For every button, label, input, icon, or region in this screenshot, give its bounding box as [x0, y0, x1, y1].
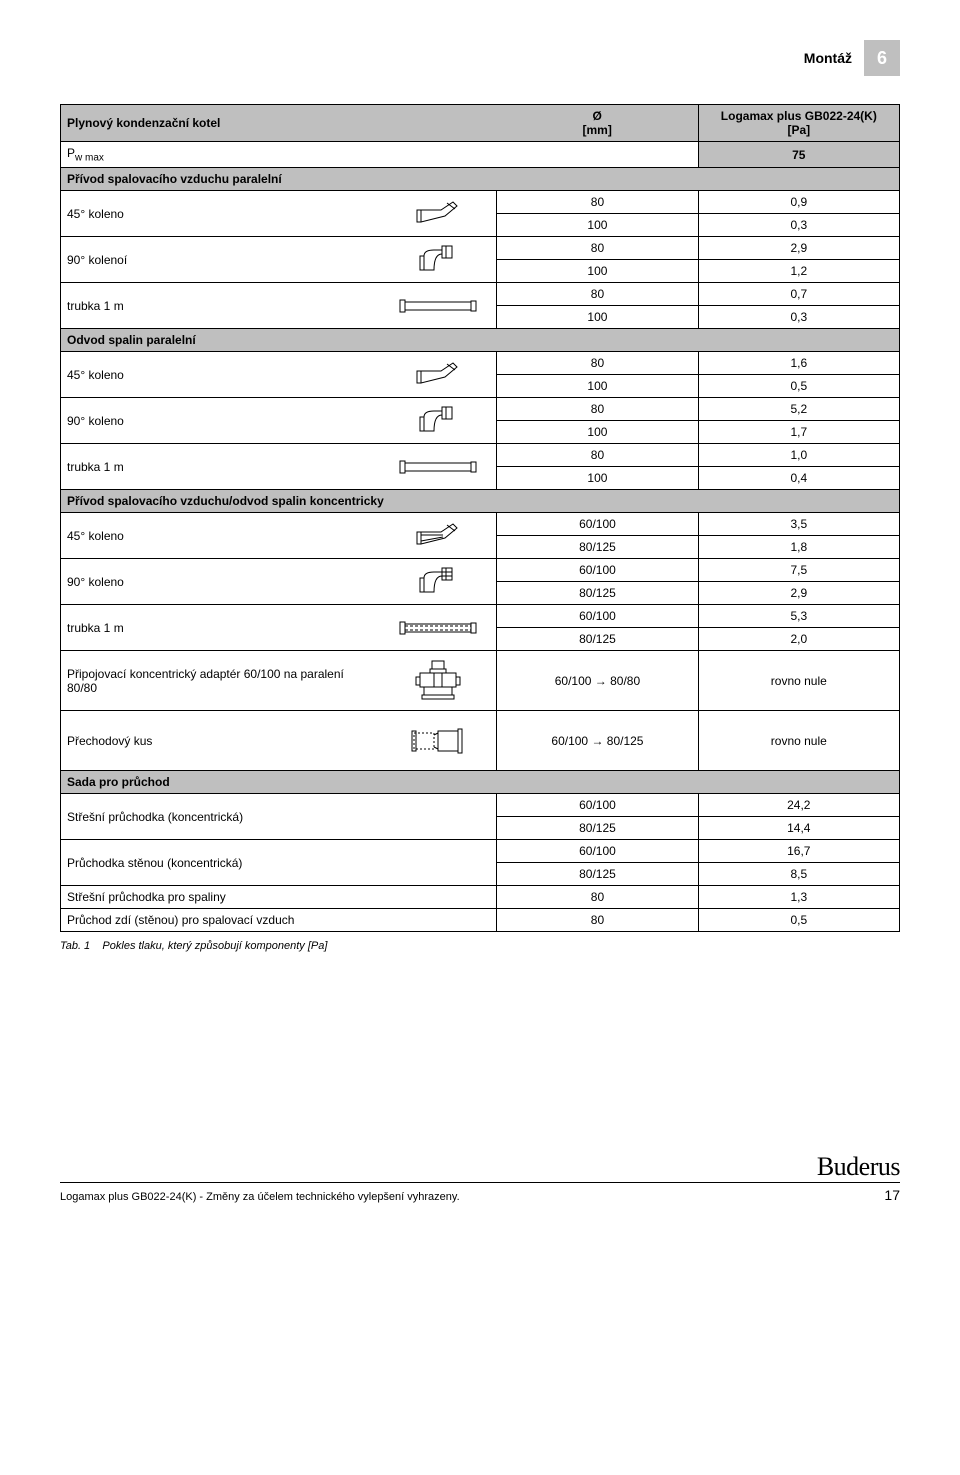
section-number: 6	[864, 40, 900, 76]
row-diameter: 80	[497, 398, 698, 421]
row-icon	[379, 191, 496, 237]
row-diameter: 60/100	[497, 513, 698, 536]
row-icon	[379, 559, 496, 605]
row-value: 14,4	[698, 817, 899, 840]
row-value: 1,3	[698, 886, 899, 909]
transition-icon	[379, 711, 496, 771]
row-value: 7,5	[698, 559, 899, 582]
row-diameter: 60/100	[497, 605, 698, 628]
adapter-label: Připojovací koncentrický adaptér 60/100 …	[61, 651, 380, 711]
row-diameter: 80	[497, 191, 698, 214]
section-title: Montáž	[804, 50, 864, 66]
row-diameter: 100	[497, 421, 698, 444]
row-diameter: 60/100	[497, 559, 698, 582]
row-diameter: 80	[497, 909, 698, 932]
brand-logo: Buderus	[817, 1152, 900, 1182]
row-diameter: 100	[497, 467, 698, 490]
adapter-value: rovno nule	[698, 651, 899, 711]
row-value: 8,5	[698, 863, 899, 886]
row-value: 0,5	[698, 909, 899, 932]
row-label: 90° koleno	[61, 398, 380, 444]
section-title-row: Přívod spalovacího vzduchu/odvod spalin …	[61, 490, 900, 513]
section-title-row: Přívod spalovacího vzduchu paralelní	[61, 168, 900, 191]
row-icon	[379, 398, 496, 444]
row-diameter: 80/125	[497, 863, 698, 886]
row-value: 2,0	[698, 628, 899, 651]
row-diameter: 80/125	[497, 817, 698, 840]
row-diameter: 80	[497, 283, 698, 306]
row-diameter: 60/100	[497, 794, 698, 817]
row-value: 5,2	[698, 398, 899, 421]
page-number: 17	[884, 1187, 900, 1203]
row-diameter: 80/125	[497, 536, 698, 559]
row-diameter: 80/125	[497, 582, 698, 605]
pwmax-label: Pw max	[61, 142, 380, 168]
row-value: 0,3	[698, 214, 899, 237]
row-value: 1,2	[698, 260, 899, 283]
col-header-label: Plynový kondenzační kotel	[61, 105, 380, 142]
transition-label: Přechodový kus	[61, 711, 380, 771]
row-diameter: 100	[497, 375, 698, 398]
row-label: trubka 1 m	[61, 605, 380, 651]
row-label: 90° kolenoí	[61, 237, 380, 283]
section-header: Montáž 6	[60, 40, 900, 76]
row-icon	[379, 352, 496, 398]
row-icon	[379, 444, 496, 490]
row-icon	[379, 605, 496, 651]
row-diameter: 80/125	[497, 628, 698, 651]
row-diameter: 80	[497, 444, 698, 467]
row-icon	[379, 237, 496, 283]
row-value: 2,9	[698, 237, 899, 260]
row-value: 0,4	[698, 467, 899, 490]
adapter-icon	[379, 651, 496, 711]
section-title-row: Odvod spalin paralelní	[61, 329, 900, 352]
row-diameter: 100	[497, 260, 698, 283]
passage-title: Sada pro průchod	[61, 771, 900, 794]
row-value: 1,0	[698, 444, 899, 467]
row-label: 90° koleno	[61, 559, 380, 605]
row-diameter: 100	[497, 306, 698, 329]
adapter-diameter: 60/100 → 80/80	[497, 651, 698, 711]
pressure-drop-table: Plynový kondenzační kotel Ø[mm]Logamax pl…	[60, 104, 900, 932]
row-label: 45° koleno	[61, 352, 380, 398]
row-value: 1,8	[698, 536, 899, 559]
row-label: trubka 1 m	[61, 444, 380, 490]
row-value: 5,3	[698, 605, 899, 628]
row-icon	[379, 513, 496, 559]
col-header-diameter: Ø[mm]	[497, 105, 698, 142]
row-diameter: 60/100	[497, 840, 698, 863]
col-header-value: Logamax plus GB022-24(K)[Pa]	[698, 105, 899, 142]
row-label: 45° koleno	[61, 513, 380, 559]
row-value: 16,7	[698, 840, 899, 863]
row-value: 3,5	[698, 513, 899, 536]
row-icon	[379, 283, 496, 329]
row-value: 1,6	[698, 352, 899, 375]
row-diameter: 80	[497, 237, 698, 260]
page-footer: Logamax plus GB022-24(K) - Změny za účel…	[60, 1182, 900, 1203]
footer-text: Logamax plus GB022-24(K) - Změny za účel…	[60, 1191, 460, 1203]
transition-diameter: 60/100 → 80/125	[497, 711, 698, 771]
transition-value: rovno nule	[698, 711, 899, 771]
row-diameter: 100	[497, 214, 698, 237]
row-diameter: 80	[497, 352, 698, 375]
row-value: 1,7	[698, 421, 899, 444]
pwmax-value: 75	[698, 142, 899, 168]
row-value: 0,9	[698, 191, 899, 214]
row-value: 0,5	[698, 375, 899, 398]
passage-row-label: Střešní průchodka (koncentrická)	[61, 794, 497, 840]
passage-single-label: Průchod zdí (stěnou) pro spalovací vzduc…	[61, 909, 497, 932]
row-value: 24,2	[698, 794, 899, 817]
row-value: 0,7	[698, 283, 899, 306]
row-value: 0,3	[698, 306, 899, 329]
passage-single-label: Střešní průchodka pro spaliny	[61, 886, 497, 909]
table-caption: Tab. 1 Pokles tlaku, který způsobují kom…	[60, 940, 900, 952]
row-label: trubka 1 m	[61, 283, 380, 329]
passage-row-label: Průchodka stěnou (koncentrická)	[61, 840, 497, 886]
row-label: 45° koleno	[61, 191, 380, 237]
row-value: 2,9	[698, 582, 899, 605]
row-diameter: 80	[497, 886, 698, 909]
